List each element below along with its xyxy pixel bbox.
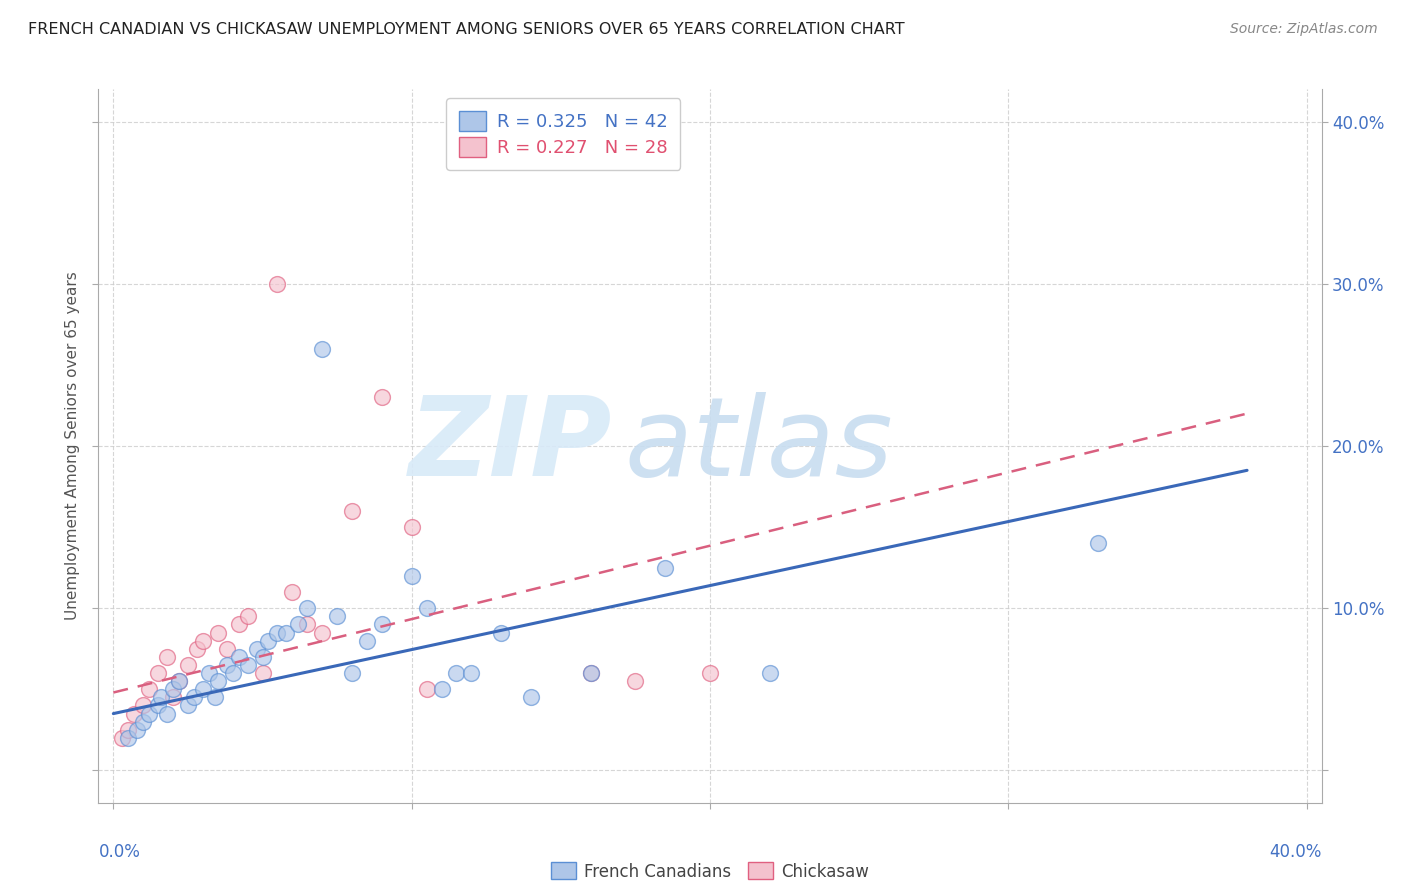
Point — [215, 641, 238, 656]
Point — [132, 714, 155, 729]
Point — [132, 698, 155, 713]
Point — [177, 698, 200, 713]
Point — [252, 666, 274, 681]
Point — [245, 641, 267, 656]
Point — [127, 723, 149, 737]
Point — [281, 585, 304, 599]
Point — [252, 649, 274, 664]
Point — [699, 666, 721, 681]
Point — [1087, 536, 1109, 550]
Point — [624, 674, 647, 689]
Point — [266, 277, 288, 291]
Point — [371, 390, 394, 404]
Point — [311, 625, 333, 640]
Point — [266, 625, 288, 640]
Point — [401, 520, 423, 534]
Point — [221, 666, 243, 681]
Point — [415, 601, 437, 615]
Y-axis label: Unemployment Among Seniors over 65 years: Unemployment Among Seniors over 65 years — [65, 272, 80, 620]
Text: Source: ZipAtlas.com: Source: ZipAtlas.com — [1230, 22, 1378, 37]
Point — [215, 657, 238, 672]
Point — [311, 342, 333, 356]
Point — [446, 666, 468, 681]
Point — [150, 690, 173, 705]
Point — [138, 706, 160, 721]
Point — [460, 666, 482, 681]
Text: FRENCH CANADIAN VS CHICKASAW UNEMPLOYMENT AMONG SENIORS OVER 65 YEARS CORRELATIO: FRENCH CANADIAN VS CHICKASAW UNEMPLOYMEN… — [28, 22, 904, 37]
Point — [156, 649, 179, 664]
Text: ZIP: ZIP — [409, 392, 612, 500]
Point — [326, 609, 349, 624]
Point — [401, 568, 423, 582]
Point — [415, 682, 437, 697]
Point — [122, 706, 145, 721]
Text: 40.0%: 40.0% — [1270, 843, 1322, 861]
Point — [297, 601, 319, 615]
Point — [340, 666, 363, 681]
Point — [579, 666, 602, 681]
Point — [191, 633, 214, 648]
Point — [162, 690, 184, 705]
Point — [186, 641, 208, 656]
Point — [758, 666, 780, 681]
Point — [340, 504, 363, 518]
Point — [297, 617, 319, 632]
Point — [111, 731, 134, 745]
Point — [162, 682, 184, 697]
Point — [167, 674, 190, 689]
Point — [257, 633, 280, 648]
Point — [138, 682, 160, 697]
Point — [489, 625, 512, 640]
Point — [356, 633, 378, 648]
Point — [236, 609, 259, 624]
Point — [228, 649, 250, 664]
Point — [183, 690, 205, 705]
Point — [146, 698, 169, 713]
Point — [207, 625, 229, 640]
Point — [167, 674, 190, 689]
Point — [228, 617, 250, 632]
Point — [146, 666, 169, 681]
Point — [371, 617, 394, 632]
Text: 0.0%: 0.0% — [98, 843, 141, 861]
Point — [287, 617, 309, 632]
Point — [198, 666, 221, 681]
Point — [654, 560, 676, 574]
Text: atlas: atlas — [624, 392, 893, 500]
Point — [236, 657, 259, 672]
Point — [117, 723, 139, 737]
Point — [156, 706, 179, 721]
Point — [430, 682, 453, 697]
Point — [117, 731, 139, 745]
Point — [207, 674, 229, 689]
Point — [177, 657, 200, 672]
Point — [520, 690, 543, 705]
Point — [204, 690, 226, 705]
Point — [579, 666, 602, 681]
Point — [276, 625, 298, 640]
Legend: R = 0.325   N = 42, R = 0.227   N = 28: R = 0.325 N = 42, R = 0.227 N = 28 — [446, 98, 681, 169]
Point — [191, 682, 214, 697]
